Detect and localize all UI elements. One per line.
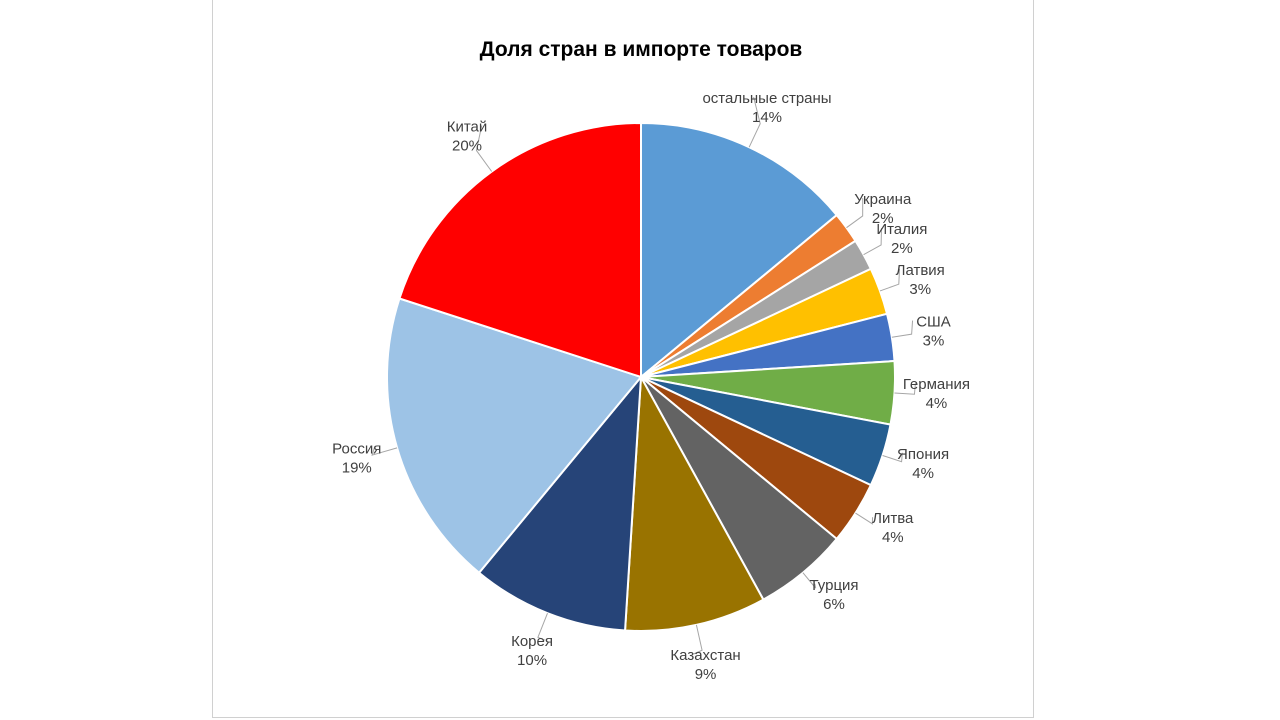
chart-frame: Доля стран в импорте товаров остальные с… [212, 0, 1034, 718]
slice-percent-label-12: 20% [452, 138, 482, 155]
slice-name-label-6: Япония [897, 446, 949, 463]
slice-percent-label-10: 10% [517, 652, 547, 669]
leader-line-12 [475, 125, 493, 172]
slice-percent-label-1: 2% [872, 210, 894, 227]
leader-line-5 [894, 382, 916, 395]
pie-slice-11 [386, 297, 643, 575]
slice-percent-label-2: 2% [891, 240, 913, 257]
leader-line-0 [748, 97, 761, 148]
leader-line-4 [891, 320, 914, 338]
slice-percent-label-4: 3% [923, 333, 945, 350]
leader-line-10 [537, 612, 548, 641]
leader-line-8 [802, 572, 817, 589]
slice-percent-label-8: 6% [823, 596, 845, 613]
slice-name-label-11: Россия [332, 441, 381, 458]
slice-name-label-4: США [916, 314, 951, 331]
leader-line-2 [863, 228, 882, 256]
slice-percent-label-9: 9% [695, 666, 717, 683]
data-labels: остальные страны14%Украина2%Италия2%Латв… [332, 90, 970, 683]
pie-slice-10 [477, 373, 643, 632]
slice-percent-label-3: 3% [909, 281, 931, 298]
chart-title: Доля стран в импорте товаров [480, 38, 803, 61]
leader-line-11 [371, 447, 398, 456]
slice-percent-label-7: 4% [882, 529, 904, 546]
slice-name-label-5: Германия [903, 376, 970, 393]
slice-name-label-1: Украина [854, 191, 912, 208]
slice-name-label-3: Латвия [896, 262, 945, 279]
slice-percent-label-0: 14% [752, 109, 782, 126]
pie-slices [386, 121, 896, 632]
slice-name-label-8: Турция [809, 577, 858, 594]
leader-line-7 [855, 512, 874, 525]
slice-name-label-10: Корея [511, 633, 553, 650]
leader-line-1 [846, 198, 864, 229]
slice-percent-label-6: 4% [912, 465, 934, 482]
slice-percent-label-5: 4% [926, 395, 948, 412]
slice-name-label-7: Литва [872, 510, 914, 527]
leader-lines [371, 97, 916, 655]
pie-chart: Доля стран в импорте товаров остальные с… [332, 38, 970, 683]
leader-line-6 [882, 452, 903, 463]
slice-name-label-12: Китай [447, 119, 488, 136]
pie-slice-9 [623, 373, 765, 632]
pie-slice-12 [398, 121, 642, 379]
slice-name-label-9: Казахстан [670, 647, 740, 664]
pie-slice-0 [640, 121, 839, 380]
leader-line-9 [693, 624, 703, 655]
slice-name-label-0: остальные страны [702, 90, 831, 107]
slice-name-label-2: Италия [876, 221, 927, 238]
slice-percent-label-11: 19% [342, 460, 372, 477]
leader-line-3 [879, 268, 901, 292]
